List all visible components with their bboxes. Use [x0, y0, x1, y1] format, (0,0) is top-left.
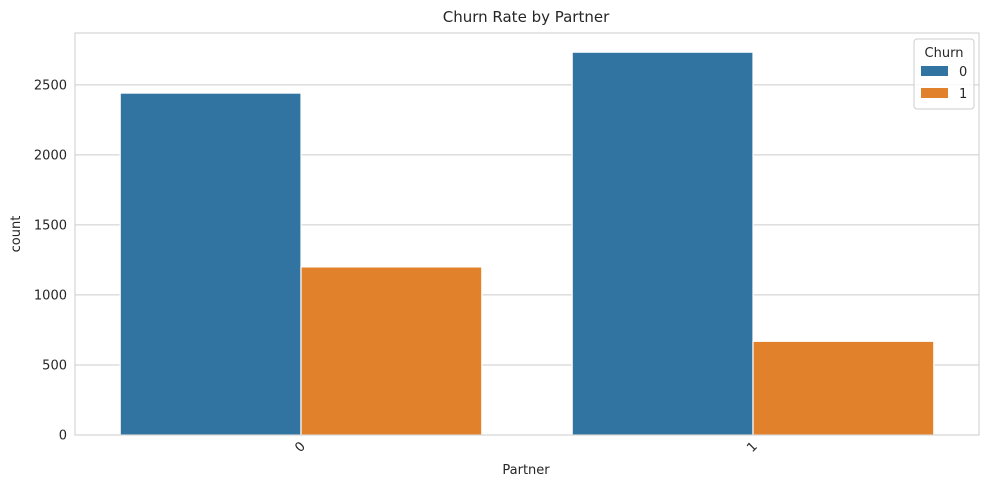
chart-title: Churn Rate by Partner — [443, 8, 610, 26]
y-tick-labels: 0 500 1000 1500 2000 2500 — [34, 78, 67, 443]
bar-series-0-category-0 — [119, 92, 302, 436]
bars — [119, 51, 935, 436]
y-tick-label: 0 — [59, 429, 67, 444]
legend-label-series-0: 0 — [959, 65, 967, 80]
y-axis-label: count — [9, 216, 24, 253]
legend: Churn 0 1 — [913, 38, 975, 110]
bar-series-1-category-0 — [300, 266, 483, 436]
y-tick-label: 1500 — [34, 218, 67, 233]
y-tick-label: 2500 — [34, 78, 67, 93]
legend-title: Churn — [925, 46, 964, 61]
legend-swatch-series-1 — [921, 88, 948, 98]
plot-area: 0 500 1000 1500 2000 2500 0 1 — [34, 32, 980, 456]
bar-series-0-category-1 — [571, 51, 754, 436]
legend-swatch-series-0 — [921, 66, 948, 76]
x-axis-label: Partner — [502, 463, 550, 478]
y-tick-label: 2000 — [34, 148, 67, 163]
y-tick-label: 500 — [42, 358, 67, 373]
legend-label-series-1: 1 — [959, 87, 967, 102]
bar-series-1-category-1 — [752, 340, 935, 436]
y-tick-label: 1000 — [34, 288, 67, 303]
plot-frame — [74, 32, 980, 436]
